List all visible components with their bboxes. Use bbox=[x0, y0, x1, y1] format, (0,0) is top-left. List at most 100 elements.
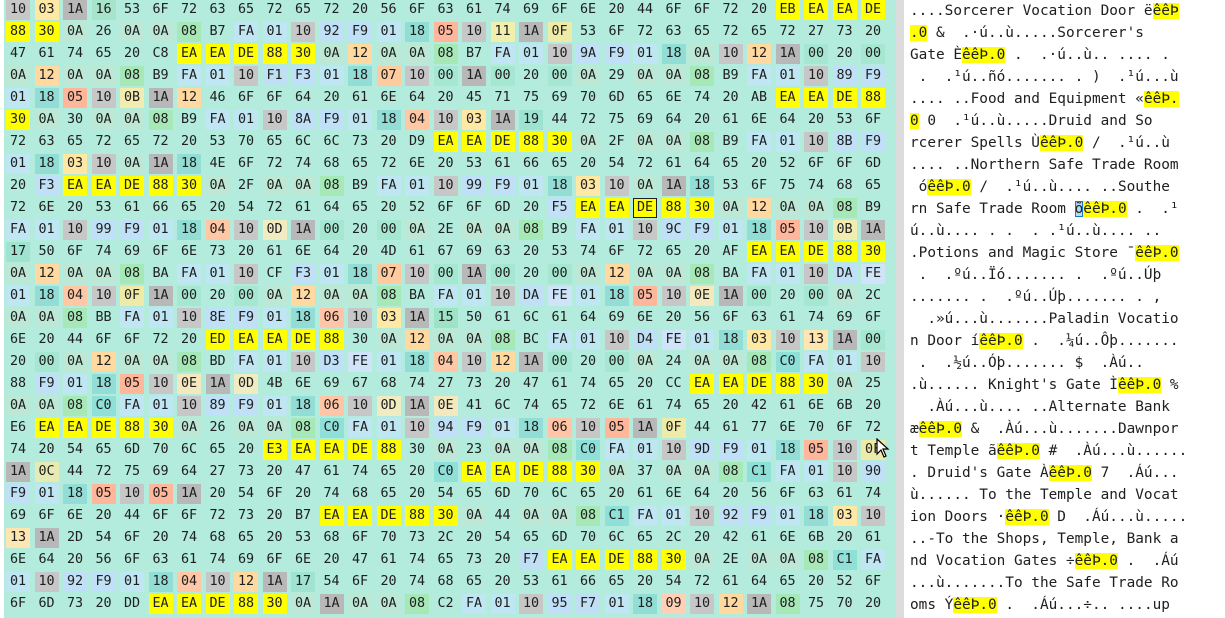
ascii-highlight[interactable]: .0 bbox=[910, 25, 928, 41]
hex-byte[interactable]: 20 bbox=[633, 572, 657, 592]
hex-byte[interactable]: 20 bbox=[348, 242, 372, 262]
hex-byte[interactable]: 0A bbox=[6, 396, 30, 416]
hex-byte[interactable]: 20 bbox=[718, 88, 743, 108]
hex-byte[interactable]: 72 bbox=[9, 200, 27, 215]
hex-byte[interactable]: 0A bbox=[633, 352, 657, 372]
hex-byte[interactable]: 61 bbox=[380, 552, 397, 567]
hex-byte[interactable]: 69 bbox=[152, 464, 169, 479]
hex-byte[interactable]: 04 bbox=[433, 352, 458, 372]
hex-byte[interactable]: 64 bbox=[408, 90, 426, 105]
hex-byte[interactable]: 6E bbox=[180, 244, 198, 259]
hex-byte[interactable]: C1 bbox=[604, 506, 629, 526]
hex-byte[interactable]: 88 bbox=[9, 376, 27, 391]
hex-byte[interactable]: 20 bbox=[690, 528, 714, 548]
hex-byte[interactable]: 47 bbox=[351, 552, 369, 567]
hex-byte[interactable]: 12 bbox=[91, 352, 116, 372]
hex-byte[interactable]: 01 bbox=[205, 66, 230, 86]
hex-byte[interactable]: 74 bbox=[209, 552, 226, 567]
hex-byte[interactable]: DE bbox=[519, 462, 543, 482]
hex-byte[interactable]: 10 bbox=[804, 66, 828, 86]
hex-byte[interactable]: BC bbox=[522, 332, 540, 347]
hex-byte[interactable]: 08 bbox=[148, 110, 173, 130]
hex-byte[interactable]: DA bbox=[832, 264, 857, 284]
hex-byte[interactable]: EA bbox=[690, 374, 714, 394]
hex-byte[interactable]: 18 bbox=[604, 286, 629, 306]
hex-byte[interactable]: 0A bbox=[519, 440, 543, 460]
hex-byte[interactable]: 6F bbox=[152, 508, 169, 523]
hex-byte[interactable]: 18 bbox=[718, 330, 743, 350]
hex-byte[interactable]: 53 bbox=[522, 574, 540, 589]
hex-byte[interactable]: 29 bbox=[608, 68, 625, 83]
hex-byte[interactable]: 01 bbox=[576, 286, 600, 306]
hex-byte[interactable]: BB bbox=[95, 310, 112, 325]
hex-byte[interactable]: 0A bbox=[205, 176, 230, 196]
hex-byte[interactable]: 6F bbox=[180, 508, 198, 523]
hex-byte[interactable]: CC bbox=[665, 376, 682, 391]
hex-byte[interactable]: 6E bbox=[636, 310, 654, 325]
hex-byte[interactable]: 6F bbox=[779, 486, 796, 501]
hex-byte[interactable]: B9 bbox=[180, 112, 198, 127]
hex-byte[interactable]: 52 bbox=[836, 574, 853, 589]
ascii-text[interactable]: rcerer Spells Ù bbox=[910, 135, 1040, 151]
hex-byte[interactable]: EA bbox=[832, 0, 857, 20]
hex-byte[interactable]: F1 bbox=[262, 66, 287, 86]
hex-byte[interactable]: 10 bbox=[832, 462, 857, 482]
hex-byte[interactable]: 0A bbox=[376, 330, 401, 350]
hex-byte[interactable]: 0A bbox=[633, 264, 657, 284]
hex-byte[interactable]: 64 bbox=[180, 464, 198, 479]
hex-byte[interactable]: 26 bbox=[209, 420, 226, 435]
hex-byte[interactable]: 1A bbox=[832, 330, 857, 350]
hex-byte[interactable]: 03 bbox=[462, 110, 486, 130]
hex-byte[interactable]: 6F bbox=[351, 574, 369, 589]
hex-byte[interactable]: 01 bbox=[63, 374, 87, 394]
hex-byte[interactable]: 74 bbox=[408, 376, 426, 391]
hex-byte[interactable]: 65 bbox=[465, 574, 483, 589]
hex-byte[interactable]: 18 bbox=[291, 308, 315, 328]
hex-byte[interactable]: 6C bbox=[323, 134, 340, 149]
hex-byte[interactable]: 05 bbox=[775, 220, 800, 240]
ascii-text[interactable]: æ bbox=[910, 421, 919, 437]
hex-byte[interactable]: 18 bbox=[34, 154, 59, 174]
hex-byte[interactable]: 0A bbox=[775, 550, 800, 570]
hex-byte[interactable]: 89 bbox=[832, 66, 857, 86]
hex-byte[interactable]: DE bbox=[490, 132, 515, 152]
hex-byte[interactable]: 64 bbox=[294, 90, 312, 105]
hex-byte[interactable]: 30 bbox=[177, 176, 201, 196]
hex-byte[interactable]: 12 bbox=[291, 286, 315, 306]
hex-byte[interactable]: 10 bbox=[405, 264, 429, 284]
hex-byte[interactable]: 04 bbox=[205, 220, 230, 240]
hex-byte[interactable]: 08 bbox=[690, 264, 714, 284]
hex-byte[interactable]: 72 bbox=[266, 156, 283, 171]
hex-byte[interactable]: B7 bbox=[294, 508, 312, 523]
ascii-text[interactable]: .... ..Food and Equipment « bbox=[910, 91, 1144, 107]
hex-byte[interactable]: 10 bbox=[34, 572, 59, 592]
hex-byte[interactable]: 30 bbox=[690, 198, 714, 218]
hex-byte[interactable]: 08 bbox=[718, 462, 743, 482]
hex-byte[interactable]: 10 bbox=[177, 396, 201, 416]
hex-byte[interactable]: 65 bbox=[437, 552, 454, 567]
hex-byte[interactable]: 6E bbox=[66, 508, 84, 523]
ascii-highlight[interactable]: êêÞ.0 bbox=[953, 597, 997, 613]
hex-byte[interactable]: 0A bbox=[376, 594, 401, 614]
hex-byte[interactable]: 6D bbox=[864, 156, 882, 171]
hex-byte[interactable]: 20 bbox=[91, 506, 116, 526]
hex-byte[interactable]: 20 bbox=[433, 88, 458, 108]
ascii-text[interactable]: . .¹ bbox=[1126, 201, 1179, 217]
hex-byte[interactable]: 64 bbox=[38, 552, 55, 567]
hex-byte[interactable]: FA bbox=[205, 110, 230, 130]
hex-byte[interactable]: 08 bbox=[433, 44, 458, 64]
hex-byte[interactable]: 88 bbox=[262, 44, 287, 64]
hex-byte[interactable]: 6F bbox=[237, 156, 255, 171]
hex-byte[interactable]: 20 bbox=[490, 572, 515, 592]
hex-byte[interactable]: 18 bbox=[348, 66, 372, 86]
hex-byte[interactable]: EA bbox=[348, 506, 372, 526]
hex-byte[interactable]: 01 bbox=[6, 572, 30, 592]
hex-byte[interactable]: 65 bbox=[237, 2, 255, 17]
hex-byte[interactable]: D9 bbox=[408, 134, 426, 149]
hex-byte[interactable]: 30 bbox=[34, 22, 59, 42]
hex-byte[interactable]: 20 bbox=[490, 374, 515, 394]
hex-byte[interactable]: 88 bbox=[832, 242, 857, 262]
hex-byte[interactable]: 46 bbox=[209, 90, 226, 105]
hex-byte[interactable]: 73 bbox=[66, 596, 84, 611]
hex-byte[interactable]: B9 bbox=[551, 222, 568, 237]
